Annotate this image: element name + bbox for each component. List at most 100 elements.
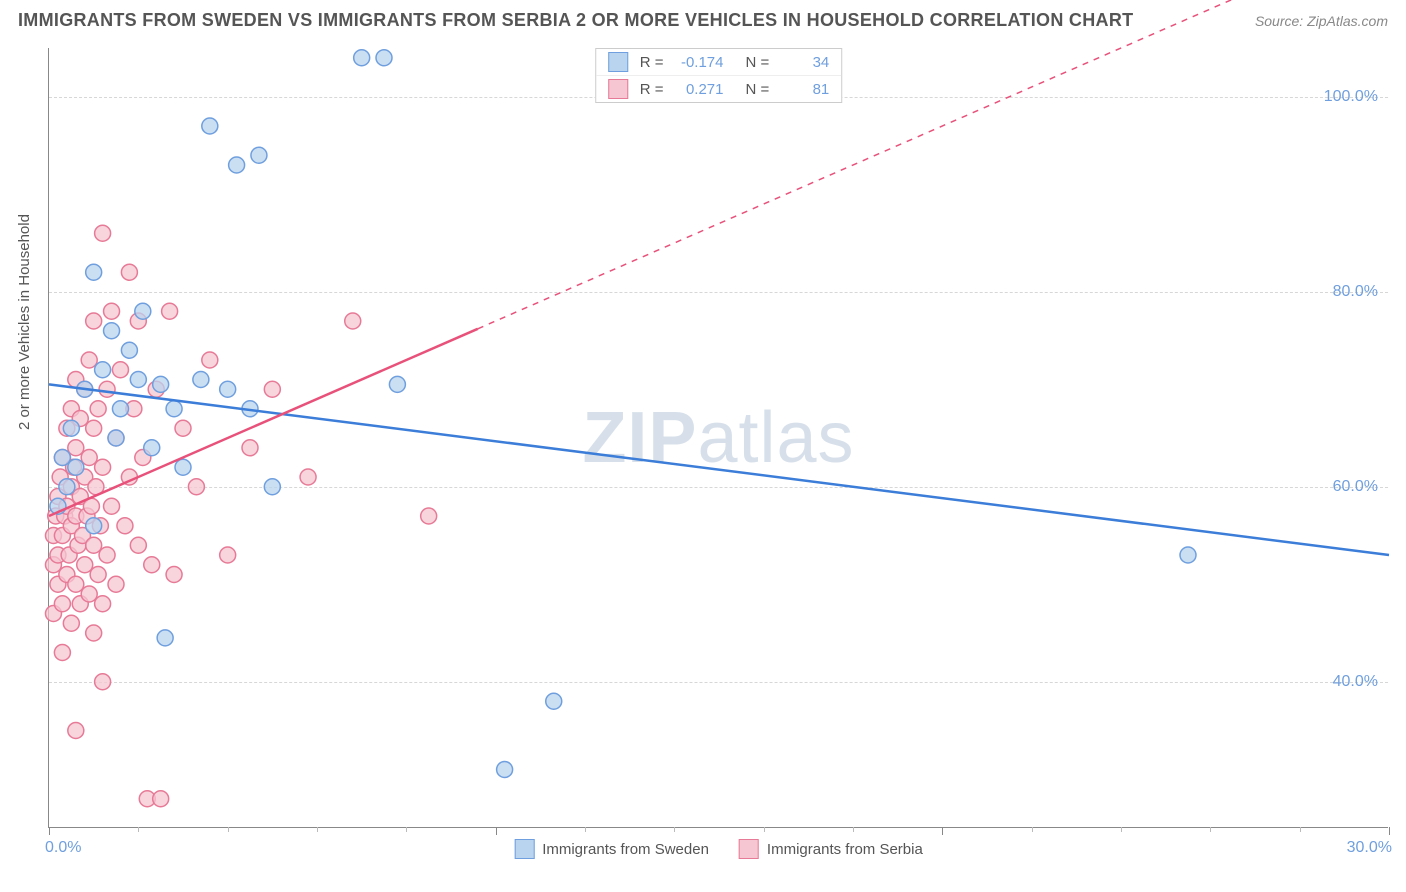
data-point [242, 440, 258, 456]
data-point [112, 362, 128, 378]
swatch-sweden [608, 52, 628, 72]
data-point [104, 303, 120, 319]
x-tick-minor [228, 827, 229, 832]
data-point [251, 147, 267, 163]
data-point [220, 547, 236, 563]
x-tick-minor [674, 827, 675, 832]
data-point [153, 791, 169, 807]
x-tick-minor [1121, 827, 1122, 832]
x-tick-minor [406, 827, 407, 832]
x-tick-minor [585, 827, 586, 832]
data-point [121, 342, 137, 358]
data-point [95, 225, 111, 241]
data-point [188, 479, 204, 495]
n-value-sweden: 34 [777, 54, 829, 71]
data-point [300, 469, 316, 485]
x-tick-major [49, 827, 50, 835]
trend-line-solid [49, 384, 1389, 555]
data-point [63, 615, 79, 631]
data-point [86, 625, 102, 641]
data-point [81, 352, 97, 368]
data-point [193, 372, 209, 388]
n-label: N = [746, 81, 770, 98]
data-point [117, 518, 133, 534]
data-point [497, 762, 513, 778]
data-point [144, 440, 160, 456]
data-point [86, 420, 102, 436]
r-value-serbia: 0.271 [672, 81, 724, 98]
data-point [157, 630, 173, 646]
data-point [95, 674, 111, 690]
x-tick-major [1389, 827, 1390, 835]
legend-label-sweden: Immigrants from Sweden [542, 841, 709, 858]
legend-item-sweden: Immigrants from Sweden [514, 839, 709, 859]
data-point [68, 440, 84, 456]
data-point [421, 508, 437, 524]
data-point [99, 547, 115, 563]
scatter-plot-svg [49, 48, 1388, 827]
data-point [354, 50, 370, 66]
source-attribution: Source: ZipAtlas.com [1255, 13, 1388, 29]
trend-line-solid [49, 329, 478, 516]
data-point [68, 576, 84, 592]
data-point [162, 303, 178, 319]
swatch-serbia [608, 79, 628, 99]
data-point [54, 645, 70, 661]
data-point [86, 518, 102, 534]
r-label: R = [640, 54, 664, 71]
data-point [54, 596, 70, 612]
data-point [202, 352, 218, 368]
y-axis-label: 2 or more Vehicles in Household [16, 214, 33, 430]
data-point [220, 381, 236, 397]
data-point [95, 362, 111, 378]
data-point [166, 567, 182, 583]
data-point [166, 401, 182, 417]
data-point [202, 118, 218, 134]
data-point [104, 323, 120, 339]
x-tick-minor [1032, 827, 1033, 832]
legend-item-serbia: Immigrants from Serbia [739, 839, 923, 859]
chart-plot-area: ZIPatlas 40.0%60.0%80.0%100.0% 0.0% 30.0… [48, 48, 1388, 828]
x-tick-major [496, 827, 497, 835]
data-point [229, 157, 245, 173]
data-point [135, 303, 151, 319]
data-point [144, 557, 160, 573]
data-point [81, 450, 97, 466]
data-point [81, 586, 97, 602]
x-tick-minor [1300, 827, 1301, 832]
swatch-sweden [514, 839, 534, 859]
r-value-sweden: -0.174 [672, 54, 724, 71]
data-point [86, 537, 102, 553]
data-point [175, 420, 191, 436]
data-point [86, 313, 102, 329]
data-point [389, 376, 405, 392]
data-point [77, 557, 93, 573]
data-point [90, 567, 106, 583]
r-label: R = [640, 81, 664, 98]
data-point [130, 372, 146, 388]
data-point [130, 537, 146, 553]
x-axis-min-label: 0.0% [45, 839, 81, 857]
data-point [112, 401, 128, 417]
data-point [121, 264, 137, 280]
data-point [104, 498, 120, 514]
data-point [546, 693, 562, 709]
data-point [376, 50, 392, 66]
data-point [153, 376, 169, 392]
data-point [264, 479, 280, 495]
x-tick-minor [317, 827, 318, 832]
data-point [108, 576, 124, 592]
x-axis-max-label: 30.0% [1347, 839, 1392, 857]
n-label: N = [746, 54, 770, 71]
legend-row-serbia: R = 0.271 N = 81 [596, 75, 842, 102]
x-tick-minor [138, 827, 139, 832]
data-point [99, 381, 115, 397]
data-point [68, 723, 84, 739]
n-value-serbia: 81 [777, 81, 829, 98]
x-tick-minor [764, 827, 765, 832]
data-point [95, 459, 111, 475]
swatch-serbia [739, 839, 759, 859]
series-legend: Immigrants from Sweden Immigrants from S… [514, 839, 923, 859]
data-point [175, 459, 191, 475]
data-point [95, 596, 111, 612]
